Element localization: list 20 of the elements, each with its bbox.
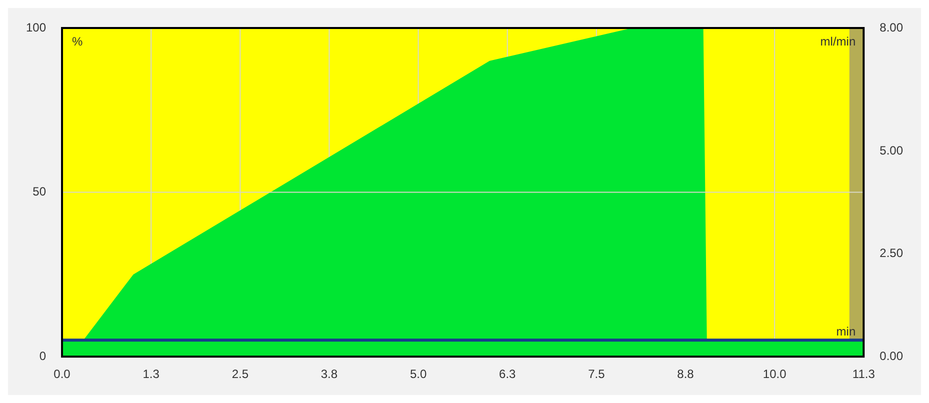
x-tick-label: 0.0 — [54, 367, 71, 382]
x-tick-label: 7.5 — [588, 367, 606, 382]
annotation: min — [836, 324, 856, 338]
y2-axis-title: ml/min — [820, 34, 856, 48]
y2-tick-label: 0.00 — [880, 348, 904, 363]
y2-tick-label: 2.50 — [880, 246, 904, 260]
y2-tick-label: 8.00 — [880, 20, 904, 34]
y-tick-label: 100 — [26, 20, 46, 34]
x-tick-label: 2.5 — [232, 367, 249, 382]
x-tick-label: 6.3 — [499, 367, 516, 382]
y-axis-title: % — [72, 34, 84, 48]
y-tick-label: 50 — [32, 184, 46, 199]
x-tick-label: 11.3 — [852, 367, 876, 382]
x-tick-label: 8.8 — [677, 367, 694, 382]
y-tick-label: 0 — [39, 348, 46, 363]
x-tick-label: 3.8 — [320, 367, 338, 382]
y2-tick-label: 5.00 — [880, 144, 904, 158]
x-tick-label: 5.0 — [410, 367, 427, 382]
x-tick-label: 10.0 — [762, 367, 787, 382]
x-tick-label: 1.3 — [142, 367, 160, 382]
